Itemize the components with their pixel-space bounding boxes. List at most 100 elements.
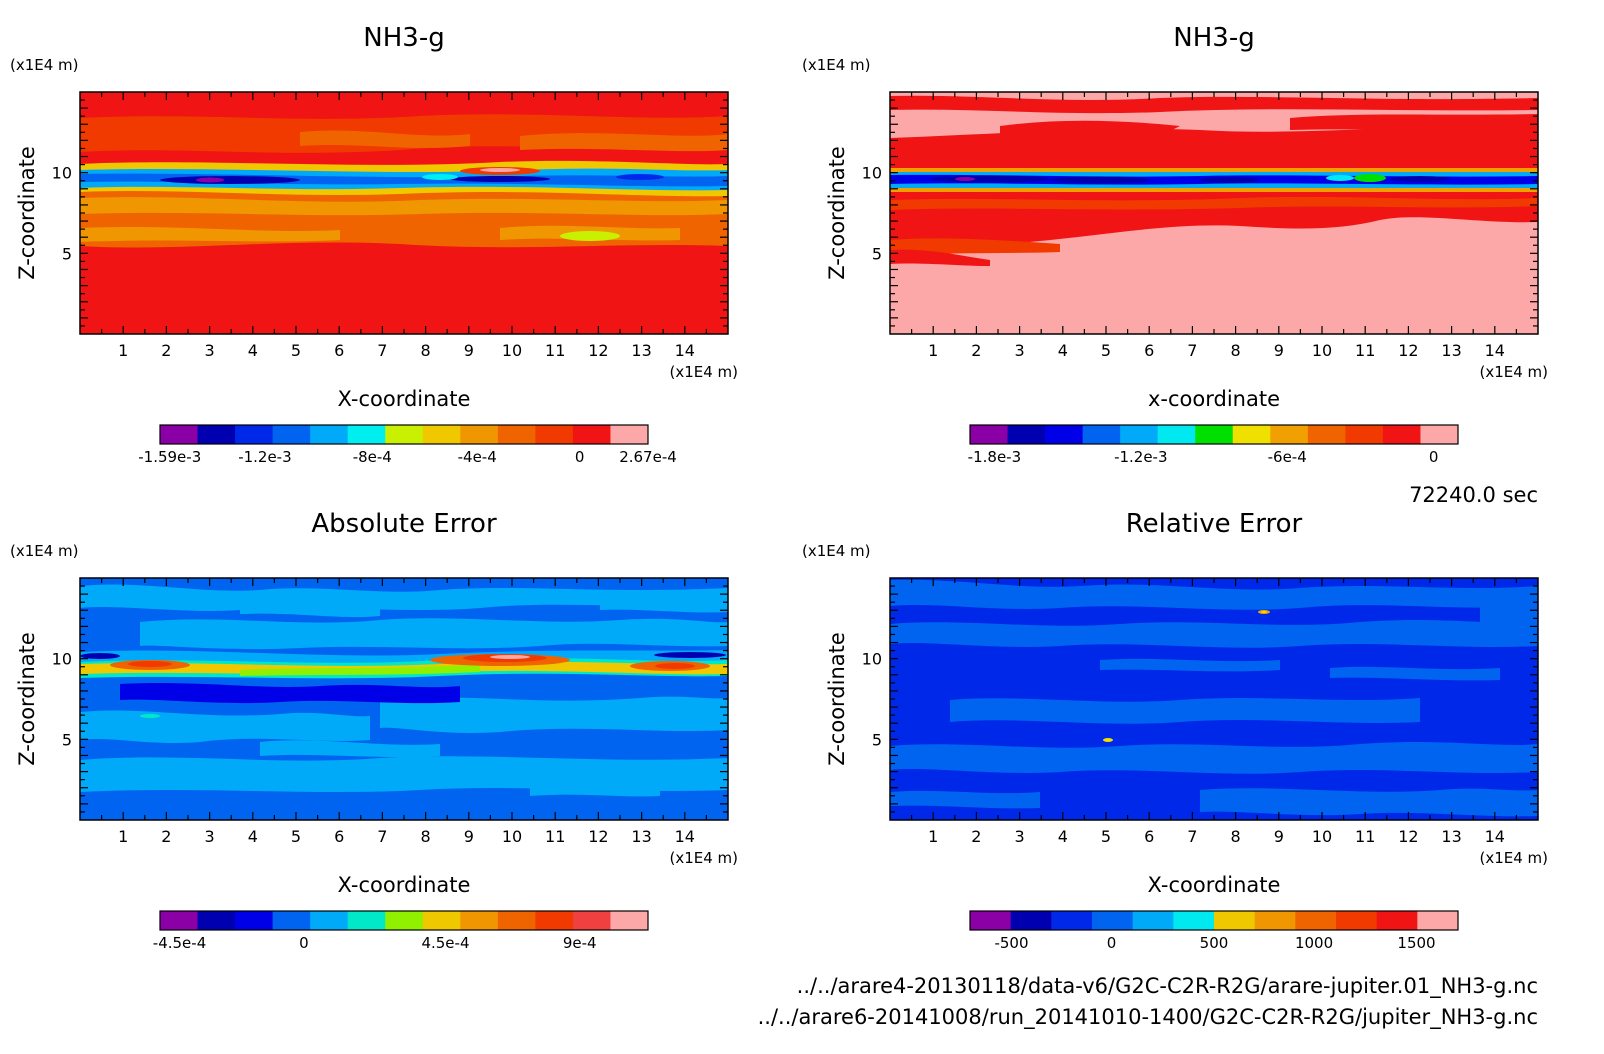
colorbar-swatch [235, 425, 274, 444]
colorbar-swatch [572, 911, 611, 930]
z-unit-label: (x1E4 m) [802, 56, 871, 74]
colorbar-swatch [1417, 911, 1459, 930]
x-tick-label: 9 [464, 341, 474, 360]
x-tick-label: 7 [377, 341, 387, 360]
panel-relative-error: Relative Error (x1E4 m) 1 2 3 4 5 6 7 8 9 10 11 12 1… [802, 509, 1548, 952]
x-tick-label: 9 [1274, 827, 1284, 846]
x-tick-label: 7 [377, 827, 387, 846]
colorbar-swatch [272, 911, 311, 930]
colorbar-swatch [1307, 425, 1346, 444]
colorbar-swatch [1254, 911, 1296, 930]
z-unit-label: (x1E4 m) [10, 542, 79, 560]
x-tick-label: 10 [502, 341, 522, 360]
x-tick-label: 14 [1485, 341, 1505, 360]
x-tick-label: 7 [1187, 827, 1197, 846]
x-tick-label: 8 [1231, 827, 1241, 846]
x-unit-label: (x1E4 m) [1479, 363, 1548, 381]
colorbar-swatch [272, 425, 311, 444]
colorbar-label: -1.8e-3 [968, 448, 1021, 466]
colorbar-swatch [1376, 911, 1418, 930]
x-unit-label: (x1E4 m) [1479, 849, 1548, 867]
colorbar-swatch [160, 425, 199, 444]
colorbar-swatch [535, 911, 574, 930]
x-axis-label: X-coordinate [338, 387, 471, 411]
contour-field [890, 92, 1538, 334]
z-tick-label: 10 [52, 164, 72, 183]
colorbar-swatch [347, 425, 386, 444]
colorbar-swatch [1345, 425, 1384, 444]
x-tick-label: 13 [631, 341, 651, 360]
x-tick-label: 8 [421, 341, 431, 360]
z-tick-label: 5 [62, 244, 72, 263]
colorbar-label: 0 [1429, 448, 1439, 466]
colorbar: -500 0 500 1000 1500 [969, 910, 1459, 952]
z-tick-label: 5 [872, 730, 882, 749]
y-axis-label: Z-coordinate [825, 632, 849, 766]
x-tick-label: 2 [161, 341, 171, 360]
x-tick-label: 3 [205, 341, 215, 360]
colorbar-label: -1.2e-3 [238, 448, 291, 466]
x-tick-label: 10 [502, 827, 522, 846]
x-tick-label: 4 [248, 827, 258, 846]
x-tick-label: 1 [118, 827, 128, 846]
z-tick-label: 5 [62, 730, 72, 749]
colorbar-label: -500 [994, 934, 1028, 952]
x-tick-label: 12 [588, 341, 608, 360]
panel-title: NH3-g [363, 23, 444, 53]
x-tick-label: 1 [928, 341, 938, 360]
colorbar-frame [159, 910, 649, 931]
z-tick-label: 10 [862, 164, 882, 183]
x-tick-label: 2 [971, 341, 981, 360]
colorbar-swatch [970, 911, 1012, 930]
colorbar-swatch [535, 425, 574, 444]
x-tick-label: 11 [545, 341, 565, 360]
colorbar-swatch [1232, 425, 1271, 444]
panel-title: NH3-g [1173, 23, 1254, 53]
colorbar-swatch [1120, 425, 1159, 444]
colorbar-label: 1500 [1397, 934, 1435, 952]
z-tick-label: 10 [52, 650, 72, 669]
x-tick-label: 4 [1058, 341, 1068, 360]
colorbar-swatch [422, 425, 461, 444]
contour-field [80, 92, 728, 334]
x-tick-label: 6 [1144, 341, 1154, 360]
x-tick-label: 4 [248, 341, 258, 360]
colorbar-label: -1.59e-3 [138, 448, 201, 466]
colorbar-swatch [1214, 911, 1256, 930]
colorbar-swatch [197, 425, 236, 444]
x-tick-label: 13 [1441, 827, 1461, 846]
colorbar-swatch [1295, 911, 1337, 930]
x-tick-label: 14 [675, 341, 695, 360]
colorbar-frame [969, 424, 1459, 445]
colorbar-swatch [1157, 425, 1196, 444]
x-tick-label: 1 [118, 341, 128, 360]
x-tick-label: 11 [545, 827, 565, 846]
x-tick-label: 14 [675, 827, 695, 846]
colorbar-swatch [1195, 425, 1234, 444]
colorbar-frame [969, 910, 1459, 931]
contour-field [890, 578, 1538, 820]
x-tick-label: 10 [1312, 341, 1332, 360]
x-tick-label: 13 [631, 827, 651, 846]
colorbar-swatch [310, 911, 349, 930]
z-tick-label: 10 [862, 650, 882, 669]
colorbar-swatch [572, 425, 611, 444]
x-axis-label: X-coordinate [338, 873, 471, 897]
colorbar-swatch [1132, 911, 1174, 930]
x-unit-label: (x1E4 m) [669, 849, 738, 867]
colorbar: -1.8e-3 -1.2e-3 -6e-4 0 [968, 424, 1459, 466]
x-axis-label: X-coordinate [1148, 873, 1281, 897]
x-tick-label: 11 [1355, 341, 1375, 360]
colorbar-swatch [1420, 425, 1459, 444]
colorbar-swatch [1336, 911, 1378, 930]
z-unit-label: (x1E4 m) [802, 542, 871, 560]
x-tick-label: 5 [291, 827, 301, 846]
colorbar-swatch [497, 425, 536, 444]
panel-title: Relative Error [1126, 509, 1303, 539]
colorbar-swatch [310, 425, 349, 444]
colorbar-swatch [1051, 911, 1093, 930]
colorbar-label: 1000 [1295, 934, 1333, 952]
colorbar-swatch [970, 425, 1009, 444]
